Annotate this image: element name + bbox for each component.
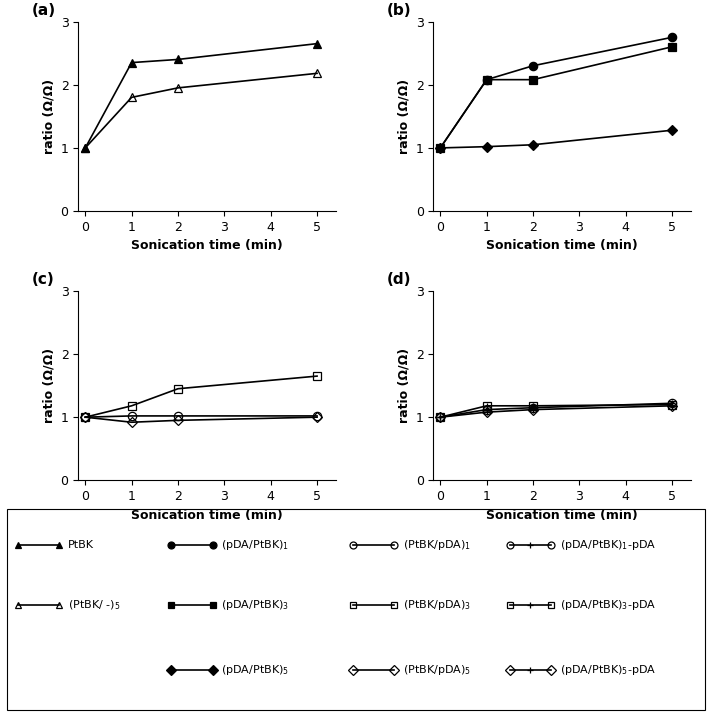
Text: (d): (d) xyxy=(387,272,412,287)
X-axis label: Sonication time (min): Sonication time (min) xyxy=(131,508,283,522)
Text: (PtBK/pDA)$_3$: (PtBK/pDA)$_3$ xyxy=(403,599,471,612)
Text: (PtBK/pDA)$_1$: (PtBK/pDA)$_1$ xyxy=(403,538,471,552)
Y-axis label: ratio (Ω/Ω): ratio (Ω/Ω) xyxy=(42,348,55,423)
Text: (b): (b) xyxy=(387,3,412,18)
Text: (PtBK/ -)$_5$: (PtBK/ -)$_5$ xyxy=(68,599,120,612)
Text: (pDA/PtBK)$_5$: (pDA/PtBK)$_5$ xyxy=(221,663,289,677)
Text: (a): (a) xyxy=(32,3,56,18)
Y-axis label: ratio (Ω/Ω): ratio (Ω/Ω) xyxy=(397,348,410,423)
X-axis label: Sonication time (min): Sonication time (min) xyxy=(486,239,638,252)
Text: (PtBK/pDA)$_5$: (PtBK/pDA)$_5$ xyxy=(403,663,471,677)
X-axis label: Sonication time (min): Sonication time (min) xyxy=(131,239,283,252)
X-axis label: Sonication time (min): Sonication time (min) xyxy=(486,508,638,522)
Text: (pDA/PtBK)$_1$: (pDA/PtBK)$_1$ xyxy=(221,538,289,552)
Text: (pDA/PtBK)$_5$-pDA: (pDA/PtBK)$_5$-pDA xyxy=(560,663,656,677)
Text: (c): (c) xyxy=(32,272,55,287)
Text: (pDA/PtBK)$_1$-pDA: (pDA/PtBK)$_1$-pDA xyxy=(560,538,656,552)
Text: (pDA/PtBK)$_3$-pDA: (pDA/PtBK)$_3$-pDA xyxy=(560,599,656,612)
Y-axis label: ratio (Ω/Ω): ratio (Ω/Ω) xyxy=(42,79,55,154)
Text: (pDA/PtBK)$_3$: (pDA/PtBK)$_3$ xyxy=(221,599,289,612)
Text: PtBK: PtBK xyxy=(68,540,94,550)
Y-axis label: ratio (Ω/Ω): ratio (Ω/Ω) xyxy=(397,79,410,154)
